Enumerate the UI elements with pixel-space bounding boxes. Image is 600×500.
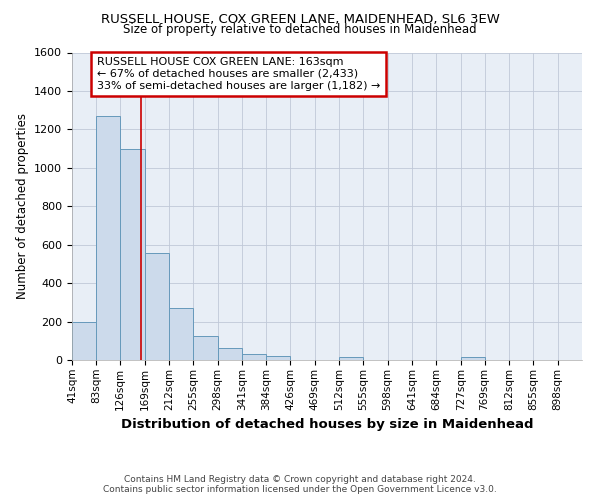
Bar <box>266 356 290 360</box>
Bar <box>218 348 242 360</box>
Y-axis label: Number of detached properties: Number of detached properties <box>16 114 29 299</box>
Text: RUSSELL HOUSE, COX GREEN LANE, MAIDENHEAD, SL6 3EW: RUSSELL HOUSE, COX GREEN LANE, MAIDENHEA… <box>101 12 499 26</box>
Bar <box>72 322 96 360</box>
Text: RUSSELL HOUSE COX GREEN LANE: 163sqm
← 67% of detached houses are smaller (2,433: RUSSELL HOUSE COX GREEN LANE: 163sqm ← 6… <box>97 58 380 90</box>
Bar <box>145 254 169 360</box>
Bar <box>169 308 193 360</box>
Text: Size of property relative to detached houses in Maidenhead: Size of property relative to detached ho… <box>123 24 477 36</box>
Bar <box>96 116 120 360</box>
Text: Contains HM Land Registry data © Crown copyright and database right 2024.
Contai: Contains HM Land Registry data © Crown c… <box>103 474 497 494</box>
X-axis label: Distribution of detached houses by size in Maidenhead: Distribution of detached houses by size … <box>121 418 533 431</box>
Bar <box>120 148 145 360</box>
Bar <box>339 357 363 360</box>
Bar <box>242 354 266 360</box>
Bar <box>461 356 485 360</box>
Bar <box>193 336 218 360</box>
